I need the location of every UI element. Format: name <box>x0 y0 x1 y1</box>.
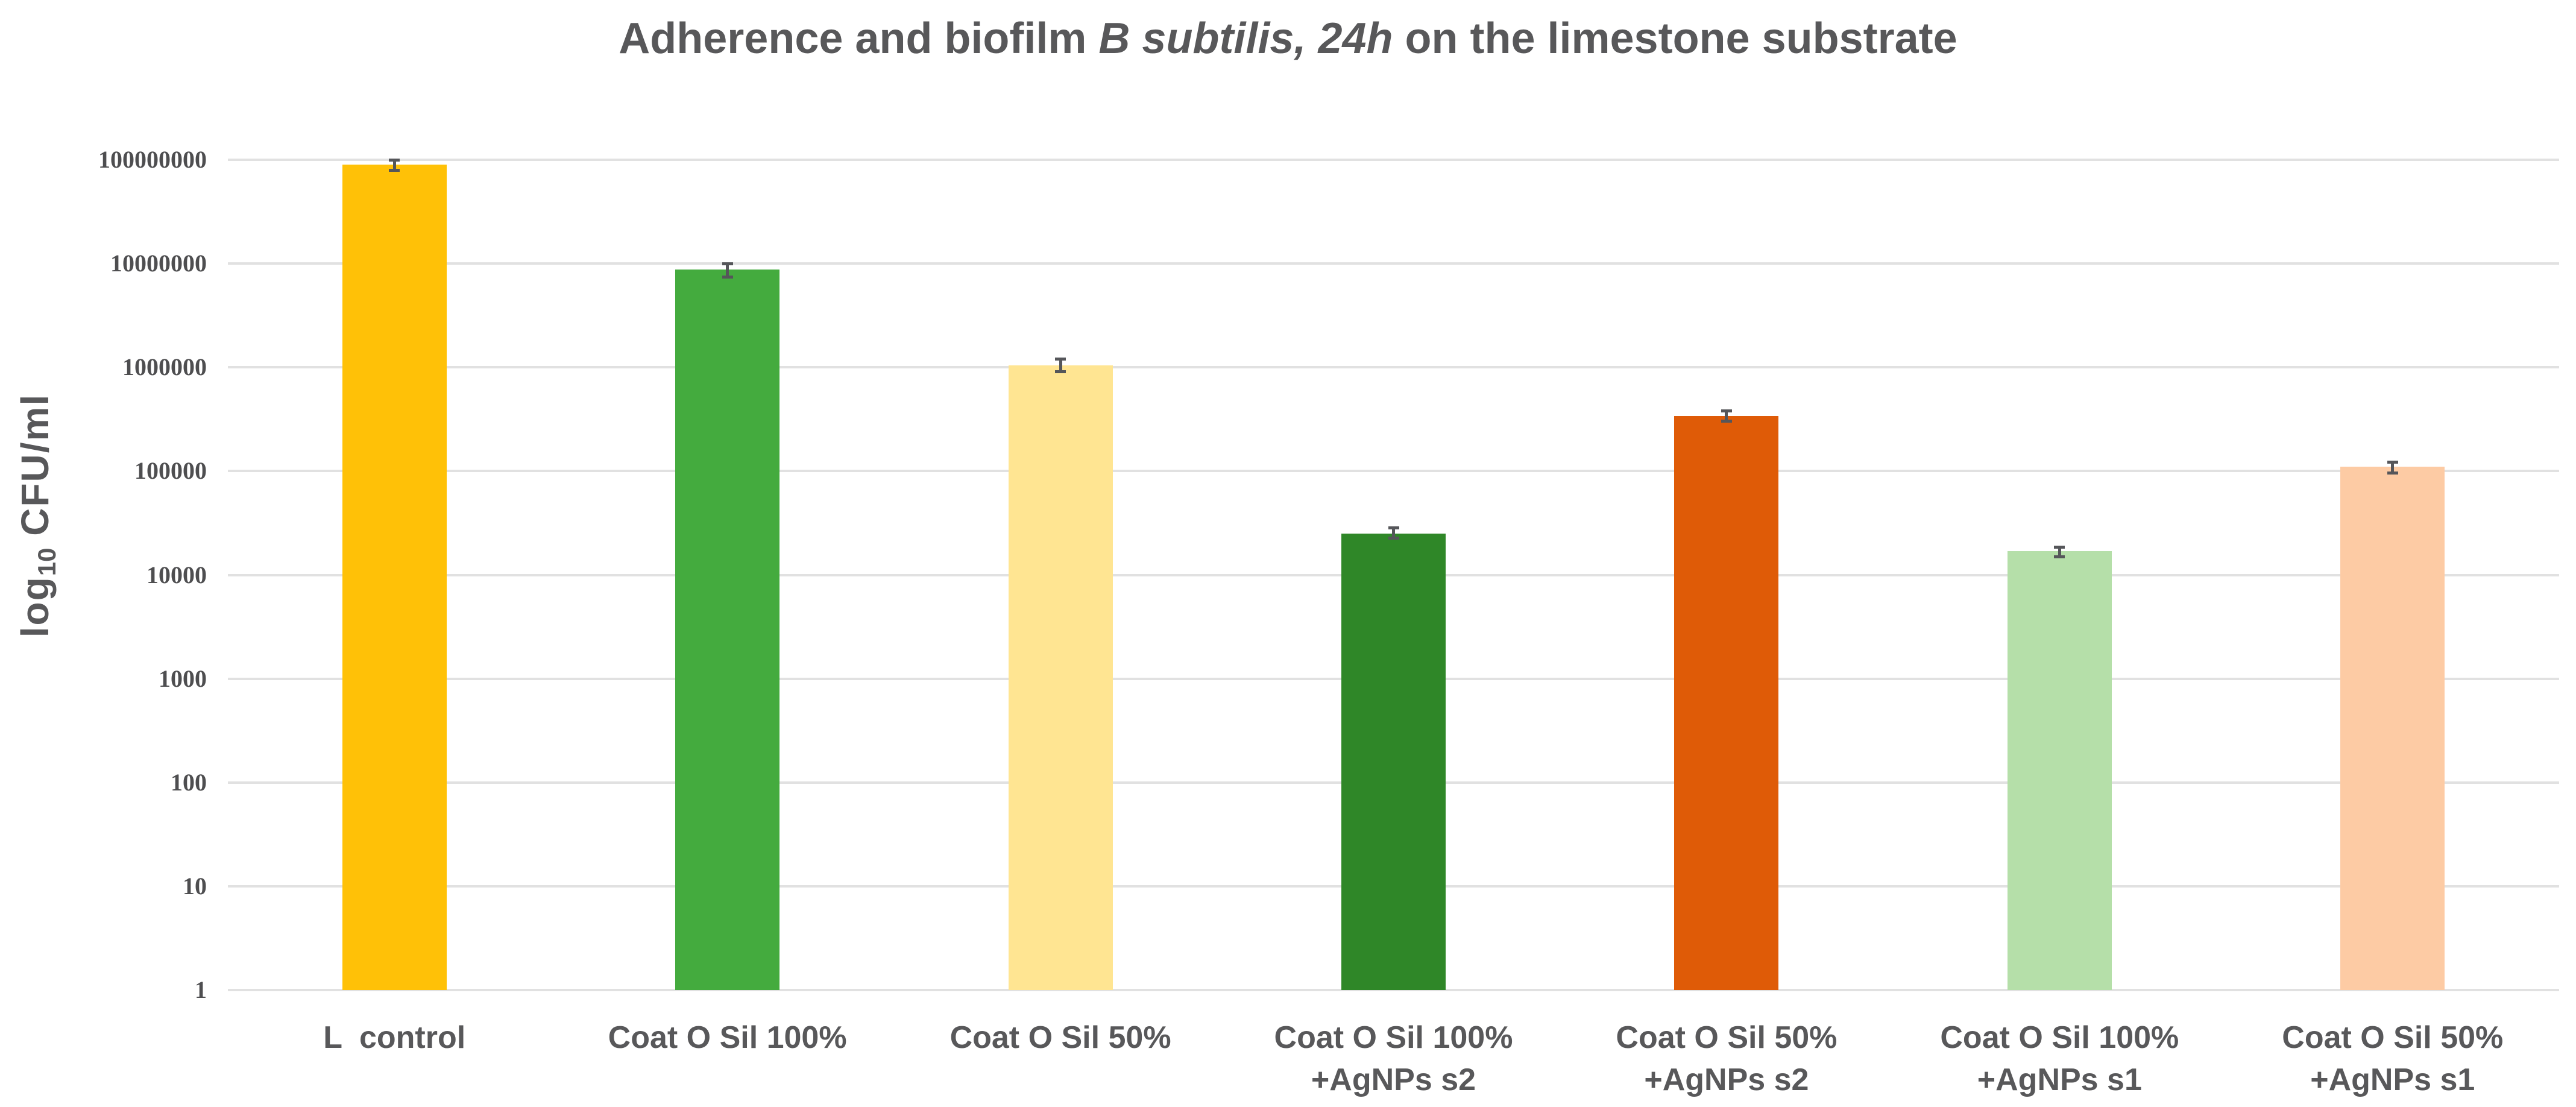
y-tick-label-100000: 100000 <box>134 457 207 485</box>
y-tick-label-10000000: 10000000 <box>110 250 207 277</box>
bar-coat-o-sil-100-agnps-s1 <box>2007 550 2112 990</box>
chart-title: Adherence and biofilm B subtilis, 24h on… <box>0 11 2576 66</box>
error-bar-cap-bottom-l-control <box>389 169 400 172</box>
gridline-100000000 <box>228 159 2559 161</box>
bar-coat-o-sil-100-agnps-s2 <box>1341 534 1446 990</box>
error-bar-cap-bottom-coat-o-sil-100-agnps-s1 <box>2054 555 2065 558</box>
bar-coat-o-sil-50-agnps-s1 <box>2340 467 2445 990</box>
x-axis-label-coat-o-sil-100-agnps-s2: Coat O Sil 100% +AgNPs s2 <box>1274 1020 1513 1097</box>
gridline-1 <box>228 989 2559 991</box>
y-tick-label-10: 10 <box>183 872 207 900</box>
y-tick-label-1000: 1000 <box>159 664 207 692</box>
error-bar-cap-top-coat-o-sil-100 <box>722 262 733 266</box>
gridline-100000 <box>228 470 2559 473</box>
error-bar-stem-coat-o-sil-50 <box>1059 359 1062 372</box>
y-axis-title-text: log <box>13 576 57 638</box>
chart-title-pre: Adherence and biofilm <box>619 14 1099 63</box>
y-axis-title-units: CFU/ml <box>13 393 57 548</box>
y-tick-label-100: 100 <box>171 768 207 796</box>
y-tick-label-1000000: 1000000 <box>122 353 207 381</box>
error-bar-cap-top-coat-o-sil-100-agnps-s2 <box>1388 526 1399 529</box>
error-bar-cap-top-coat-o-sil-50 <box>1055 358 1066 361</box>
error-bar-cap-bottom-coat-o-sil-50-agnps-s2 <box>1721 419 1732 423</box>
error-bar-cap-bottom-coat-o-sil-50 <box>1055 370 1066 373</box>
error-bar-cap-bottom-coat-o-sil-50-agnps-s1 <box>2387 471 2398 475</box>
x-axis-label-coat-o-sil-100-agnps-s1: Coat O Sil 100% +AgNPs s1 <box>1940 1020 2179 1097</box>
gridline-1000000 <box>228 366 2559 369</box>
error-bar-cap-top-l-control <box>389 158 400 162</box>
x-axis-label-coat-o-sil-100: Coat O Sil 100% <box>608 1020 847 1055</box>
x-axis-label-coat-o-sil-50: Coat O Sil 50% <box>949 1020 1171 1055</box>
error-bar-stem-coat-o-sil-100-agnps-s1 <box>2058 547 2061 557</box>
error-bar-cap-bottom-coat-o-sil-100 <box>722 276 733 279</box>
x-axis-label-coat-o-sil-50-agnps-s1: Coat O Sil 50% +AgNPs s1 <box>2282 1020 2504 1097</box>
y-tick-label-1: 1 <box>195 976 207 1003</box>
x-axis-label-coat-o-sil-50-agnps-s2: Coat O Sil 50% +AgNPs s2 <box>1616 1020 1838 1097</box>
chart-title-post: on the limestone substrate <box>1393 14 1957 63</box>
gridline-10000000 <box>228 262 2559 265</box>
error-bar-cap-top-coat-o-sil-50-agnps-s2 <box>1721 409 1732 413</box>
y-tick-label-100000000: 100000000 <box>98 146 207 173</box>
x-axis-label-l-control: L control <box>323 1020 466 1055</box>
chart-title-italic: B subtilis, 24h <box>1098 14 1393 63</box>
bar-coat-o-sil-50 <box>1008 365 1113 990</box>
error-bar-stem-coat-o-sil-50-agnps-s2 <box>1725 411 1728 421</box>
bar-coat-o-sil-50-agnps-s2 <box>1674 415 1779 990</box>
error-bar-stem-coat-o-sil-50-agnps-s1 <box>2391 462 2395 473</box>
bar-coat-o-sil-100 <box>675 269 780 990</box>
bar-l-control <box>342 164 447 990</box>
error-bar-stem-coat-o-sil-100 <box>726 263 729 277</box>
error-bar-cap-top-coat-o-sil-100-agnps-s1 <box>2054 546 2065 549</box>
error-bar-cap-bottom-coat-o-sil-100-agnps-s2 <box>1388 537 1399 540</box>
y-tick-label-10000: 10000 <box>146 561 207 588</box>
y-axis-title: log10 CFU/ml <box>8 244 62 787</box>
error-bar-stem-coat-o-sil-100-agnps-s2 <box>1392 528 1395 538</box>
error-bar-stem-l-control <box>392 160 396 171</box>
error-bar-cap-top-coat-o-sil-50-agnps-s1 <box>2387 461 2398 464</box>
